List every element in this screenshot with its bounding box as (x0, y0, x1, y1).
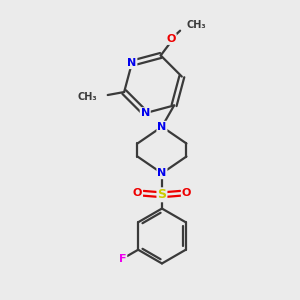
Text: F: F (119, 254, 126, 264)
Text: CH₃: CH₃ (78, 92, 97, 101)
Text: N: N (157, 168, 167, 178)
Text: N: N (157, 122, 167, 132)
Text: N: N (141, 108, 150, 118)
Text: O: O (133, 188, 142, 198)
Text: O: O (182, 188, 191, 198)
Text: CH₃: CH₃ (186, 20, 206, 30)
Text: N: N (127, 58, 136, 68)
Text: O: O (167, 34, 176, 44)
Text: S: S (158, 188, 166, 201)
